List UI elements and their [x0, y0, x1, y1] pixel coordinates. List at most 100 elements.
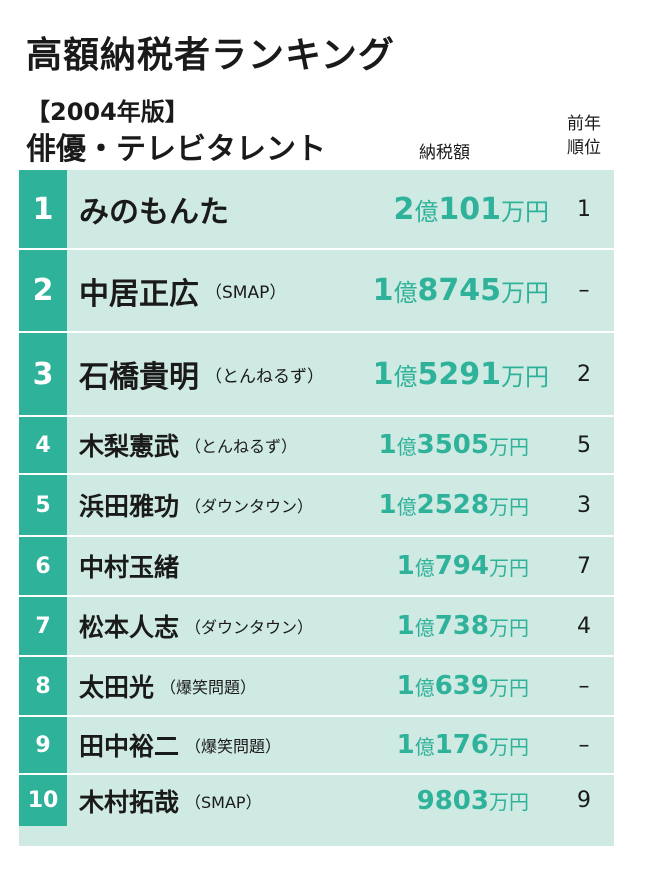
unit-man: 万円	[501, 279, 549, 307]
previous-rank: 9	[577, 788, 591, 813]
tax-amount: 1 億 2528 万円	[379, 475, 529, 535]
tax-amount: 1 億 176 万円	[397, 717, 529, 773]
rank-number: 1	[19, 170, 67, 248]
previous-rank: –	[578, 278, 590, 303]
taxpayer-name: 木村拓哉 （SMAP）	[79, 775, 262, 826]
person-name: 石橋貴明	[79, 360, 199, 395]
group-name: （とんねるず）	[185, 437, 298, 456]
tax-amount: 1 億 738 万円	[397, 597, 529, 655]
previous-rank: 7	[577, 553, 591, 579]
group-name: （爆笑問題）	[185, 737, 282, 756]
taxpayer-name: 田中裕二 （爆笑問題）	[79, 717, 281, 773]
amount-man: 3505	[416, 430, 489, 460]
person-name: 太田光	[79, 673, 155, 702]
amount-oku: 2	[393, 191, 415, 227]
tax-amount: 2 億 101 万円	[394, 170, 550, 248]
amount-oku: 1	[396, 611, 415, 641]
unit-oku: 億	[393, 279, 418, 307]
taxpayer-name: 木梨憲武 （とんねるず）	[79, 417, 297, 473]
ranking-table: 1 みのもんた 2 億 101 万円 1 2 中居正広 （SMAP） 1 億 8745 万円 –3 石橋貴明（…	[19, 170, 614, 846]
previous-rank: –	[578, 732, 590, 758]
unit-man: 万円	[489, 734, 529, 759]
group-name: （とんねるず）	[205, 366, 324, 387]
unit-man: 万円	[501, 197, 549, 226]
rank-number: 7	[19, 597, 67, 655]
tax-amount: 9803 万円	[417, 775, 529, 826]
column-header-prev-rank: 前年 順位	[560, 112, 608, 160]
unit-man: 万円	[489, 434, 529, 459]
tax-amount: 1 億 3505 万円	[379, 417, 529, 473]
rank-number: 9	[19, 717, 67, 773]
unit-oku: 億	[414, 197, 439, 226]
unit-oku: 億	[414, 555, 435, 580]
column-header-prev-line1: 前年	[567, 114, 601, 134]
amount-oku: 1	[372, 356, 394, 392]
group-name: （ダウンタウン）	[185, 618, 314, 637]
person-name: 木梨憲武	[79, 432, 180, 461]
taxpayer-name: 中居正広 （SMAP）	[79, 250, 286, 331]
rank-number: 4	[19, 417, 67, 473]
previous-rank: 3	[577, 492, 591, 518]
unit-man: 万円	[489, 615, 529, 640]
amount-man: 794	[434, 551, 489, 581]
amount-man: 176	[434, 730, 489, 760]
taxpayer-name: 太田光 （爆笑問題）	[79, 657, 256, 715]
unit-oku: 億	[414, 675, 435, 700]
amount-man: 738	[434, 611, 489, 641]
amount-oku: 1	[378, 430, 397, 460]
unit-oku: 億	[393, 362, 418, 391]
amount-man: 9803	[416, 785, 489, 816]
person-name: 田中裕二	[79, 732, 180, 761]
table-row: 3 石橋貴明 （とんねるず） 1 億 5291 万円 2	[19, 333, 614, 417]
person-name: 中村玉緒	[79, 553, 180, 582]
unit-man: 万円	[489, 494, 529, 519]
person-name: 木村拓哉	[79, 787, 180, 817]
person-name: みのもんた	[79, 195, 229, 230]
unit-oku: 億	[414, 734, 435, 759]
previous-rank: 1	[577, 196, 591, 222]
amount-oku: 1	[378, 490, 397, 520]
group-name: （爆笑問題）	[160, 678, 257, 697]
table-row: 5 浜田雅功 （ダウンタウン） 1 億 2528 万円 3	[19, 475, 614, 537]
rank-number: 2	[19, 250, 67, 331]
taxpayer-name: 石橋貴明 （とんねるず）	[79, 333, 324, 415]
amount-man: 101	[438, 191, 501, 227]
unit-oku: 億	[396, 494, 417, 519]
year-label: 【2004年版】	[26, 98, 189, 126]
group-name: （SMAP）	[185, 792, 262, 812]
tax-amount: 1 億 794 万円	[397, 537, 529, 595]
table-row: 4 木梨憲武 （とんねるず） 1 億 3505 万円 5	[19, 417, 614, 475]
table-row: 1 みのもんた 2 億 101 万円 1	[19, 170, 614, 250]
tax-amount: 1 億 639 万円	[397, 657, 529, 715]
group-name: （SMAP）	[205, 283, 287, 303]
previous-rank: 5	[577, 432, 591, 458]
table-row: 2 中居正広 （SMAP） 1 億 8745 万円 –	[19, 250, 614, 333]
unit-oku: 億	[414, 615, 435, 640]
amount-oku: 1	[396, 551, 415, 581]
previous-rank: 4	[577, 613, 591, 639]
rank-number: 10	[19, 775, 67, 826]
amount-oku: 1	[396, 730, 415, 760]
person-name: 中居正広	[79, 276, 199, 312]
previous-rank: –	[578, 673, 590, 699]
amount-oku: 1	[396, 671, 415, 701]
amount-man: 2528	[416, 490, 489, 520]
table-row: 7 松本人志 （ダウンタウン） 1 億 738 万円 4	[19, 597, 614, 657]
unit-man: 万円	[489, 555, 529, 580]
tax-amount: 1 億 5291 万円	[373, 333, 549, 415]
amount-man: 8745	[417, 273, 502, 308]
taxpayer-name: みのもんた	[79, 170, 235, 248]
column-header-prev-line2: 順位	[567, 138, 601, 158]
table-row: 10 木村拓哉 （SMAP） 9803 万円 9	[19, 775, 614, 826]
column-header-tax: 納税額	[419, 143, 470, 163]
rank-number: 8	[19, 657, 67, 715]
table-row: 8 太田光 （爆笑問題） 1 億 639 万円 –	[19, 657, 614, 717]
previous-rank: 2	[577, 361, 591, 387]
group-name: （ダウンタウン）	[185, 497, 314, 516]
page-title: 高額納税者ランキング	[26, 35, 395, 76]
person-name: 浜田雅功	[79, 492, 180, 521]
person-name: 松本人志	[79, 613, 180, 642]
category-title: 俳優・テレビタレント	[26, 132, 326, 167]
tax-amount: 1 億 8745 万円	[373, 250, 549, 331]
rank-number: 6	[19, 537, 67, 595]
